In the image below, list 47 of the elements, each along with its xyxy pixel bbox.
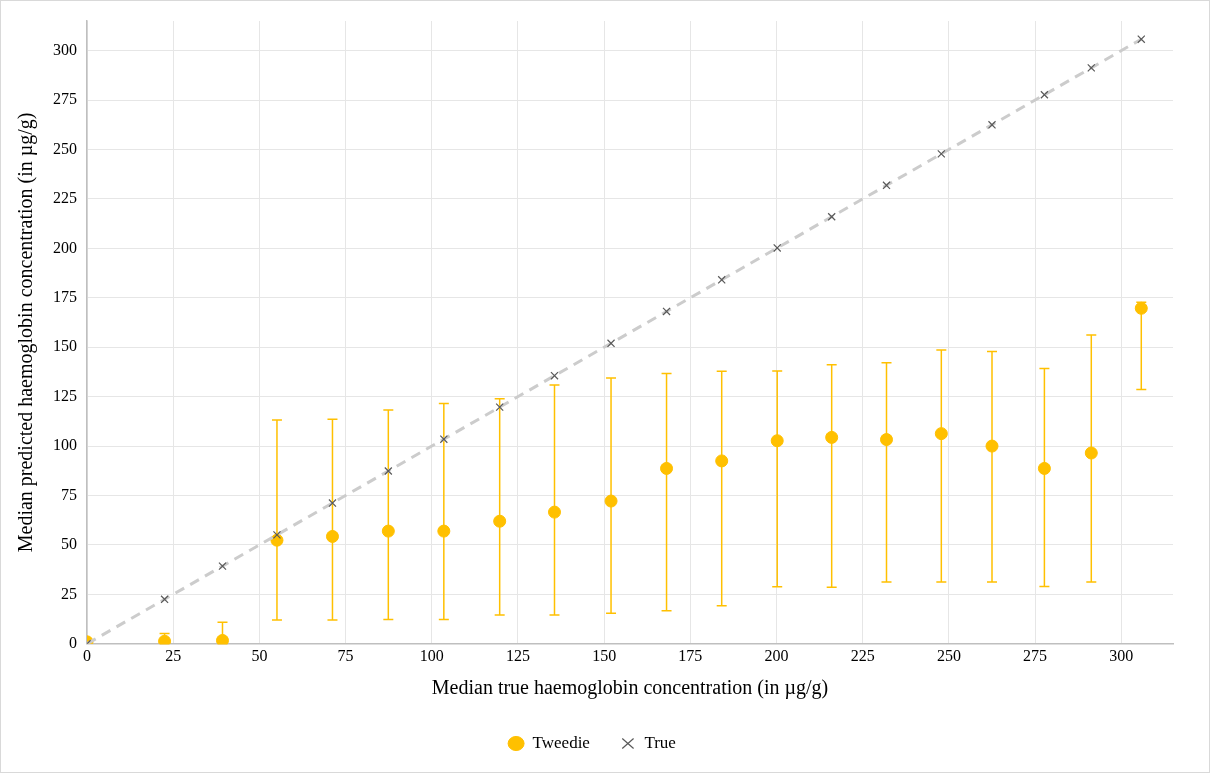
point [985, 439, 999, 453]
legend-label: Tweedie [532, 732, 590, 752]
y-tick-label: 275 [53, 90, 77, 108]
point [880, 433, 893, 447]
point [1037, 461, 1051, 475]
x-tick-label: 25 [165, 646, 182, 664]
x-tick-label: 175 [678, 646, 703, 664]
y-tick-label: 75 [61, 485, 77, 503]
x-tick-label: 300 [1109, 646, 1134, 664]
y-tick-label: 225 [53, 189, 77, 207]
point [381, 524, 395, 538]
point [1084, 446, 1098, 460]
y-tick-label: 200 [53, 238, 77, 256]
x-tick-label: 125 [505, 646, 530, 664]
point [215, 633, 229, 644]
point [660, 461, 674, 475]
y-tick-label: 0 [69, 634, 77, 651]
x-tick-label: 75 [337, 646, 354, 664]
y-tick-label: 250 [53, 139, 77, 157]
y-tick-label: 150 [53, 337, 77, 355]
point [604, 494, 618, 508]
x-tick-label: 0 [83, 646, 91, 664]
y-tick-label: 50 [61, 535, 77, 553]
point [493, 514, 507, 528]
x-tick-label: 50 [251, 646, 268, 664]
x-tick-label: 150 [592, 646, 617, 664]
legend-label: True [644, 732, 676, 752]
x-axis-title: Median true haemoglobin concentration (in µg/g) [431, 676, 829, 700]
point [437, 524, 451, 538]
point [825, 430, 839, 444]
x-tick-label: 250 [936, 646, 961, 664]
point [548, 505, 561, 519]
point [770, 434, 784, 448]
x-tick-label: 275 [1023, 646, 1048, 664]
y-tick-label: 175 [53, 288, 77, 305]
y-tick-label: 300 [53, 40, 77, 58]
point [715, 454, 729, 468]
y-tick-label: 25 [61, 584, 77, 602]
point [325, 529, 339, 543]
point [934, 427, 948, 441]
x-tick-label: 200 [764, 646, 789, 664]
point [1134, 301, 1148, 315]
y-axis-title: Median predicted haemoglobin concentration (in µg/g) [14, 112, 38, 553]
x-tick-label: 225 [850, 646, 875, 664]
y-tick-label: 125 [53, 386, 77, 404]
x-tick-label: 100 [419, 646, 444, 664]
y-tick-label: 100 [53, 436, 77, 454]
